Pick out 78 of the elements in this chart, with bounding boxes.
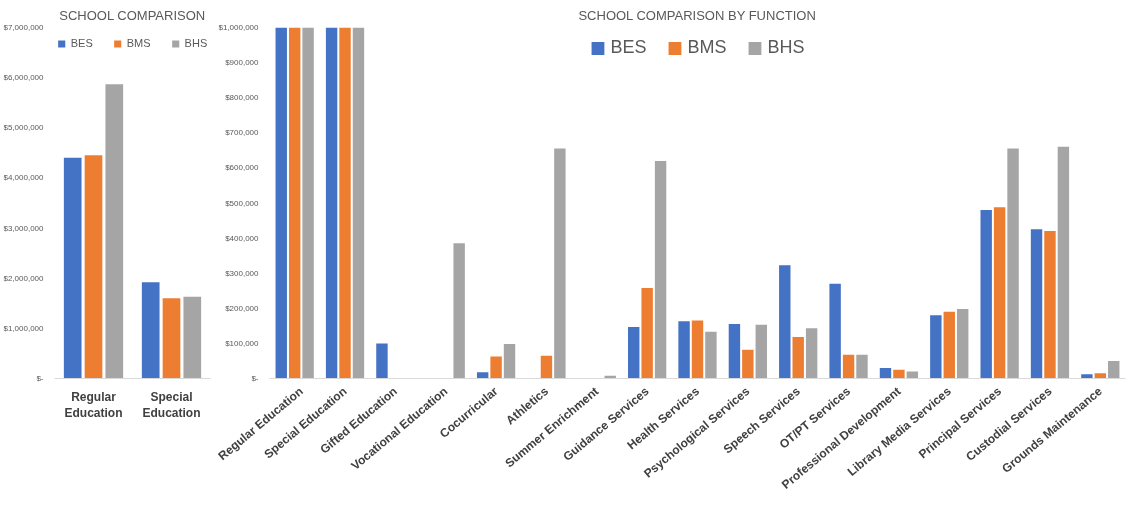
- y-tick-label: $6,000,000: [3, 73, 45, 83]
- bar: [856, 354, 868, 379]
- y-tick-label: $700,000: [225, 128, 260, 138]
- bar: [453, 243, 465, 379]
- y-tick-label: $-: [36, 374, 44, 383]
- bar: [141, 282, 160, 379]
- bar: [105, 84, 124, 379]
- bar: [1081, 374, 1093, 379]
- x-tick-label: Regular Education: [64, 389, 123, 421]
- bar: [275, 27, 287, 379]
- legend-label: BMS: [687, 37, 727, 58]
- bar: [705, 331, 717, 379]
- x-tick-label: Special Education: [142, 389, 201, 421]
- bar: [678, 321, 690, 379]
- bar: [943, 311, 955, 379]
- y-tick-label: $800,000: [225, 93, 260, 103]
- bar: [325, 27, 338, 379]
- bar: [779, 265, 791, 379]
- y-tick-label: $4,000,000: [3, 173, 45, 183]
- y-tick-label: $1,000,000: [3, 323, 45, 333]
- bar: [339, 27, 351, 379]
- legend-label: BHS: [184, 37, 208, 49]
- bar: [1108, 360, 1120, 379]
- bar: [628, 326, 640, 379]
- bar: [742, 349, 754, 379]
- y-tick-label: $7,000,000: [3, 23, 45, 32]
- bar: [84, 155, 103, 379]
- y-tick-label: $3,000,000: [3, 223, 45, 233]
- bar: [993, 207, 1006, 379]
- bar: [879, 367, 892, 379]
- chart-title: SCHOOL COMPARISON: [59, 7, 206, 23]
- bar: [842, 354, 855, 379]
- bar: [554, 148, 566, 379]
- y-tick-label: $100,000: [225, 338, 260, 348]
- chart-title: SCHOOL COMPARISON BY FUNCTION: [578, 7, 816, 23]
- bar: [1044, 231, 1056, 379]
- bar: [288, 27, 301, 379]
- bar: [829, 283, 841, 379]
- y-tick-label: $900,000: [225, 58, 260, 68]
- bar: [654, 160, 667, 379]
- bar: [980, 210, 992, 379]
- bar: [302, 27, 314, 379]
- y-tick-label: $200,000: [225, 303, 260, 313]
- bar: [1094, 373, 1107, 379]
- y-tick-label: $400,000: [225, 233, 260, 243]
- y-tick-label: $500,000: [225, 198, 260, 208]
- bar: [352, 27, 365, 379]
- legend-label: BES: [70, 37, 93, 49]
- bar: [728, 324, 741, 379]
- bar: [490, 356, 502, 379]
- bar: [376, 343, 388, 379]
- bar: [641, 287, 653, 379]
- y-tick-label: $300,000: [225, 268, 260, 278]
- bar: [162, 298, 181, 379]
- bar: [691, 320, 704, 379]
- bar: [503, 344, 516, 379]
- y-tick-label: $2,000,000: [3, 273, 45, 283]
- bar: [956, 309, 969, 379]
- bar: [1057, 146, 1070, 379]
- bar: [755, 324, 767, 379]
- bar: [476, 372, 489, 379]
- bar: [1007, 148, 1019, 379]
- bar: [183, 296, 202, 379]
- bar: [63, 157, 82, 379]
- bar: [893, 369, 905, 379]
- y-tick-label: $-: [251, 374, 259, 383]
- y-tick-label: $5,000,000: [3, 123, 45, 133]
- bar: [1030, 229, 1043, 379]
- bar: [930, 315, 942, 379]
- bar: [540, 355, 553, 379]
- legend-label: BES: [610, 37, 647, 58]
- legend-label: BHS: [767, 37, 805, 58]
- bar: [792, 337, 804, 379]
- legend-label: BMS: [126, 37, 151, 49]
- y-tick-label: $600,000: [225, 163, 260, 173]
- bar: [906, 371, 919, 379]
- bar: [805, 328, 818, 379]
- y-tick-label: $1,000,000: [218, 23, 260, 32]
